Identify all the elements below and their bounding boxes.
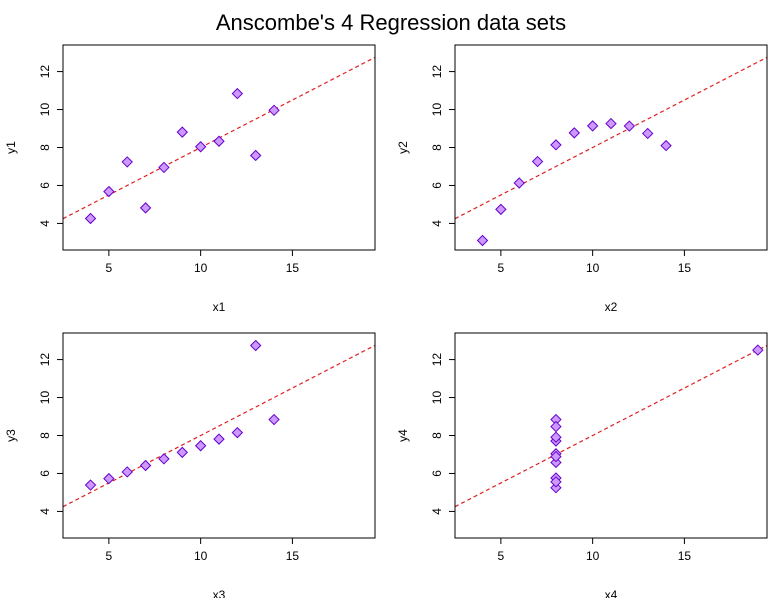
- panel-1: 5 10 15 4 6 8 10 12 x1 y1: [4, 44, 376, 314]
- x-tick-label: 15: [678, 261, 692, 275]
- data-point: [495, 203, 507, 216]
- data-point: [550, 481, 562, 494]
- data-point: [550, 476, 562, 488]
- data-point: [249, 339, 262, 352]
- y-tick-label: 6: [430, 182, 444, 189]
- data-point: [623, 120, 636, 132]
- data-point: [513, 177, 525, 189]
- data-point: [121, 156, 133, 168]
- data-point: [550, 450, 562, 463]
- y-tick-label: 8: [38, 432, 52, 439]
- data-point: [586, 120, 599, 132]
- data-point: [84, 212, 97, 225]
- data-point: [176, 126, 189, 138]
- data-point: [641, 127, 654, 140]
- x-axis-label: x4: [605, 588, 618, 598]
- plot-frame: [62, 44, 376, 251]
- data-point: [194, 440, 207, 452]
- y-tick-label: 6: [38, 470, 52, 477]
- x-tick-label: 10: [194, 549, 208, 563]
- regression-line: [63, 344, 375, 508]
- panel-3: 5 10 15 4 6 8 10 12 x3 y3: [4, 332, 376, 598]
- data-point: [476, 234, 489, 247]
- y-axis-label: y1: [4, 141, 18, 154]
- y-tick-label: 4: [38, 508, 52, 515]
- y-axis-label: y2: [396, 141, 410, 154]
- data-point: [213, 135, 225, 147]
- y-tick-label: 8: [430, 144, 444, 151]
- y-tick-label: 12: [430, 353, 444, 367]
- data-point: [231, 87, 244, 100]
- y-tick-label: 6: [430, 470, 444, 477]
- panels: 5 10 15 4 6 8 10 12 x1 y1 5 10 15 4 6 8 10 12 x2 y2 5 10 15 4 6 8…: [4, 44, 768, 598]
- y-axis-label: y3: [4, 429, 18, 442]
- data-point: [213, 433, 225, 445]
- y-tick-label: 8: [430, 432, 444, 439]
- data-point: [158, 161, 170, 174]
- data-point: [158, 453, 170, 465]
- data-point: [531, 155, 544, 168]
- data-point: [268, 104, 280, 117]
- data-point: [84, 479, 97, 491]
- plot-frame: [454, 44, 768, 251]
- plot-frame: [454, 332, 768, 539]
- data-point: [231, 426, 244, 439]
- x-tick-label: 10: [586, 549, 600, 563]
- y-tick-label: 4: [430, 220, 444, 227]
- data-point: [550, 456, 562, 469]
- x-tick-label: 5: [498, 261, 505, 275]
- data-point: [752, 344, 764, 356]
- data-point: [103, 185, 115, 198]
- y-tick-label: 12: [38, 65, 52, 79]
- data-point: [139, 459, 152, 472]
- y-tick-label: 6: [38, 182, 52, 189]
- y-tick-label: 8: [38, 144, 52, 151]
- data-point: [103, 472, 115, 485]
- x-tick-label: 15: [286, 549, 300, 563]
- x-tick-label: 5: [106, 261, 113, 275]
- data-point: [605, 117, 617, 130]
- x-tick-label: 10: [194, 261, 208, 275]
- y-axis-label: y4: [396, 429, 410, 442]
- x-axis-label: x1: [213, 300, 226, 314]
- data-point: [568, 127, 581, 139]
- x-tick-label: 15: [678, 549, 692, 563]
- y-tick-label: 12: [38, 353, 52, 367]
- x-tick-label: 5: [498, 549, 505, 563]
- data-point: [139, 202, 152, 214]
- y-tick-label: 10: [430, 103, 444, 117]
- regression-line: [455, 56, 767, 220]
- y-tick-label: 4: [430, 508, 444, 515]
- x-axis-label: x2: [605, 300, 618, 314]
- data-point: [121, 466, 133, 478]
- data-point: [660, 139, 672, 152]
- x-tick-label: 15: [286, 261, 300, 275]
- data-point: [249, 149, 262, 162]
- x-axis-label: x3: [213, 588, 226, 598]
- y-tick-label: 10: [38, 103, 52, 117]
- data-point: [194, 141, 207, 153]
- panel-2: 5 10 15 4 6 8 10 12 x2 y2: [396, 44, 768, 314]
- regression-line: [455, 344, 767, 508]
- y-tick-label: 12: [430, 65, 444, 79]
- data-point: [176, 446, 189, 459]
- panel-4: 5 10 15 4 6 8 10 12 x4 y4: [396, 332, 768, 598]
- y-tick-label: 10: [430, 391, 444, 405]
- y-tick-label: 4: [38, 220, 52, 227]
- data-point: [550, 431, 562, 443]
- x-tick-label: 5: [106, 549, 113, 563]
- data-point: [550, 139, 562, 151]
- data-point: [268, 413, 280, 426]
- figure-title: Anscombe's 4 Regression data sets: [216, 10, 566, 35]
- y-tick-label: 10: [38, 391, 52, 405]
- data-point: [550, 420, 562, 433]
- x-tick-label: 10: [586, 261, 600, 275]
